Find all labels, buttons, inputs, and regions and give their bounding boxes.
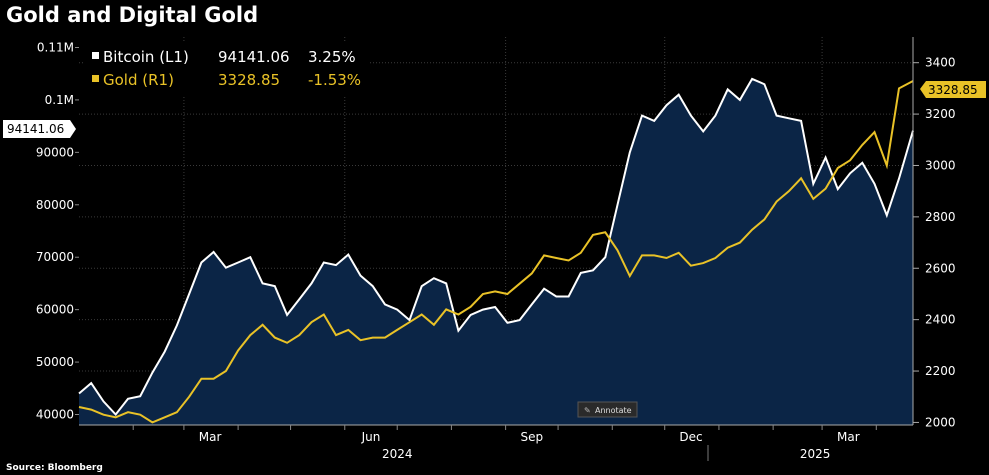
bitcoin-last-value: 94141.06 — [7, 122, 64, 136]
right-tick-label: 3400 — [925, 56, 956, 70]
year-label: 2024 — [382, 447, 413, 461]
bitcoin-area — [79, 78, 913, 426]
legend-swatch-bitcoin — [92, 52, 99, 59]
right-axis: 2000 2200 2400 2600 2800 3000 3200 3400 — [79, 37, 956, 429]
bitcoin-last-value-tag: 94141.06 — [3, 120, 76, 138]
left-tick-label: 0.1M — [45, 93, 74, 107]
gold-line — [78, 80, 914, 424]
bitcoin-line — [78, 77, 914, 417]
year-label: 2025 — [800, 447, 831, 461]
x-tick-label: Jun — [361, 430, 381, 444]
left-tick-label: 70000 — [36, 250, 74, 264]
annotate-button[interactable]: ✎ Annotate — [577, 401, 638, 418]
x-tick-label: Mar — [837, 430, 860, 444]
chart-title: Gold and Digital Gold — [6, 3, 259, 27]
x-tick-label: Sep — [521, 430, 544, 444]
year-axis: 2024 2025 — [382, 447, 830, 461]
legend-background — [84, 42, 368, 96]
source-note: Source: Bloomberg — [6, 463, 103, 473]
gold-last-value: 3328.85 — [928, 83, 978, 97]
legend-bitcoin-name: Bitcoin (L1) — [103, 48, 189, 66]
right-tick-label: 2600 — [925, 261, 956, 275]
legend-gold-last: 3328.85 — [218, 71, 280, 89]
left-tick-label: 0.11M — [37, 40, 74, 54]
pencil-icon: ✎ — [584, 406, 591, 415]
legend-gold-change: -1.53% — [308, 71, 361, 89]
left-tick-label: 50000 — [36, 355, 74, 369]
gold-last-value-tag: 3328.85 — [920, 81, 986, 98]
x-axis: Mar Jun Sep Dec Mar — [132, 425, 877, 444]
x-tick-label: Dec — [679, 430, 702, 444]
legend: Bitcoin (L1) 94141.06 3.25% Gold (R1) 33… — [84, 42, 368, 96]
annotate-label: Annotate — [595, 406, 632, 415]
left-axis: 40000 50000 60000 70000 80000 90000 0.1M 0.11M — [36, 40, 79, 422]
right-tick-label: 3200 — [925, 107, 956, 121]
left-tick-label: 90000 — [36, 145, 74, 159]
legend-bitcoin-last: 94141.06 — [218, 48, 290, 66]
legend-bitcoin-change: 3.25% — [308, 48, 356, 66]
right-tick-label: 2800 — [925, 210, 956, 224]
right-tick-label: 2000 — [925, 415, 956, 429]
x-tick-label: Mar — [199, 430, 222, 444]
legend-gold-name: Gold (R1) — [103, 71, 174, 89]
right-tick-label: 3000 — [925, 158, 956, 172]
right-tick-label: 2400 — [925, 313, 956, 327]
left-tick-label: 40000 — [36, 408, 74, 422]
left-tick-label: 60000 — [36, 303, 74, 317]
right-tick-label: 2200 — [925, 364, 956, 378]
legend-swatch-gold — [92, 75, 99, 82]
left-tick-label: 80000 — [36, 198, 74, 212]
